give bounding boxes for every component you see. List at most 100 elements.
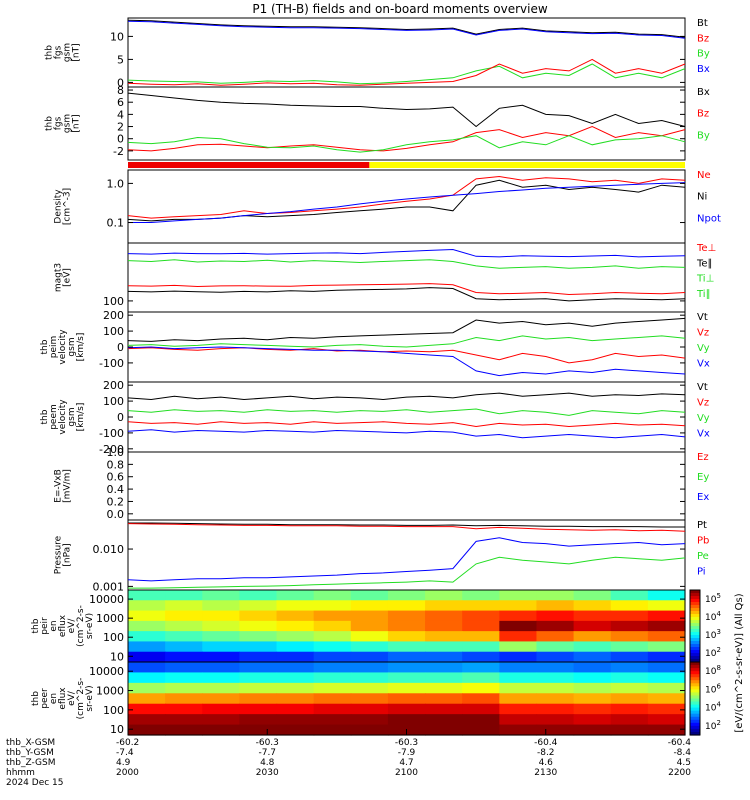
y-tick-label: 100	[103, 325, 124, 338]
y-axis-label-line: fgs	[54, 45, 64, 59]
heat-cell	[128, 714, 166, 726]
series-line-green	[127, 135, 686, 153]
heat-cell	[202, 662, 240, 674]
heat-cell	[313, 590, 352, 601]
heat-cell	[425, 672, 463, 684]
x-tick-label: -7.4	[116, 748, 134, 758]
heat-cell	[536, 682, 575, 694]
heat-cell	[573, 662, 612, 674]
heat-cell	[462, 714, 500, 726]
heat-cell	[239, 600, 278, 612]
heat-cell	[313, 641, 352, 653]
heat-cell	[610, 610, 649, 622]
colorbar-cell	[690, 653, 700, 657]
heat-cell	[387, 714, 426, 726]
heat-cell	[610, 724, 649, 736]
heat-cell	[313, 682, 352, 694]
panel-efield: Ez Ey Ex 0.00.20.40.60.81.0 E=-VxB [mV/m]	[54, 446, 710, 521]
mode-segment-1	[369, 162, 685, 168]
heat-cell	[499, 724, 538, 736]
legend-label: Vy	[697, 343, 710, 354]
colorbar-cell	[690, 632, 700, 636]
heat-cell	[350, 590, 389, 601]
y-axis-label-line: [km/s]	[76, 333, 86, 362]
colorbar-cell	[690, 659, 700, 663]
series-line-black	[127, 287, 686, 302]
heat-cell	[573, 651, 612, 663]
y-axis-label-line: eflux	[58, 614, 68, 637]
y-axis-label: thb peer en eflux eV/(cm^2-s-sr-eV)	[31, 678, 95, 720]
series-line-blue	[127, 20, 686, 39]
panel-frame	[127, 17, 686, 88]
y-axis-label-line: eV/	[67, 618, 77, 634]
heat-cell	[387, 703, 426, 715]
heat-cell	[128, 682, 166, 694]
heat-cell	[573, 672, 612, 684]
colorbar-cell	[690, 722, 700, 727]
heat-cell	[499, 600, 538, 612]
heat-cell	[499, 703, 538, 715]
y-tick-label: 6	[117, 96, 124, 109]
heat-cell	[387, 631, 426, 643]
panel-peem-velocity: Vt Vz Vy Vx -200 -100 0 100 200 thb peem velocity gs…	[40, 379, 710, 456]
heat-cell	[165, 662, 203, 674]
x-tick-label: -60.2	[116, 738, 139, 748]
y-tick-label: 10	[110, 723, 124, 736]
heat-cell	[313, 703, 352, 715]
y-tick-label: 0	[117, 411, 124, 424]
y-axis-label-line: gsm	[63, 43, 73, 62]
colorbar-tick-label: 108	[705, 664, 721, 677]
heat-cell	[462, 672, 500, 684]
y-axis-label-line: gsm	[63, 114, 73, 133]
series-line-green	[127, 259, 686, 269]
heat-cell	[128, 590, 166, 601]
heat-cell	[202, 724, 240, 736]
y-axis-label: thb peim velocity gsm [km/s]	[40, 329, 86, 365]
legend-label: Ne	[697, 170, 711, 181]
heat-cell	[350, 631, 389, 643]
heat-cell	[536, 714, 575, 726]
heat-cell	[276, 672, 315, 684]
legend-label: Vy	[697, 413, 710, 424]
series-line-blue	[127, 429, 686, 439]
heat-cell	[573, 610, 612, 622]
heat-cell	[276, 620, 315, 632]
y-tick-label: 0	[117, 133, 124, 146]
heat-cell	[276, 641, 315, 653]
heat-cell	[239, 724, 278, 736]
series-line-green	[127, 335, 686, 348]
heat-cell	[573, 703, 612, 715]
heat-cell	[239, 590, 278, 601]
legend-label: Bt	[697, 18, 708, 29]
heat-cell	[239, 703, 278, 715]
heat-cell	[202, 641, 240, 653]
y-axis-label-line: (cm^2-s-	[76, 678, 86, 720]
y-axis-label-line: velocity	[58, 399, 68, 435]
y-axis-label-line: sr-eV)	[85, 685, 95, 711]
heat-cell	[499, 714, 538, 726]
y-axis-label-line: peer	[40, 688, 50, 709]
heat-cell	[165, 590, 203, 601]
y-tick-label: 200	[103, 379, 124, 392]
y-axis-label: thb fgs gsm [nT]	[45, 114, 82, 133]
heat-cell	[313, 631, 352, 643]
y-tick-label: 1.0	[107, 446, 125, 459]
x-tick-label: -60.4	[668, 738, 692, 748]
y-axis-label-line: (cm^2-s-	[76, 605, 86, 647]
heat-cell	[387, 610, 426, 622]
heat-cell	[499, 641, 538, 653]
colorbar-cell	[690, 701, 700, 706]
legend-label: Te∥	[696, 258, 713, 269]
colorbar-cell	[690, 695, 700, 700]
heat-cell	[647, 714, 686, 726]
colorbar-cell	[690, 626, 700, 630]
legend-label: Ni	[697, 192, 707, 203]
y-axis-label-line: peem	[49, 404, 59, 430]
heat-cell	[202, 620, 240, 632]
heat-cell	[610, 703, 649, 715]
y-tick-label: 10000	[89, 665, 124, 678]
heat-cell	[128, 703, 166, 715]
heat-cell	[128, 693, 166, 705]
panel-frame	[127, 381, 686, 453]
